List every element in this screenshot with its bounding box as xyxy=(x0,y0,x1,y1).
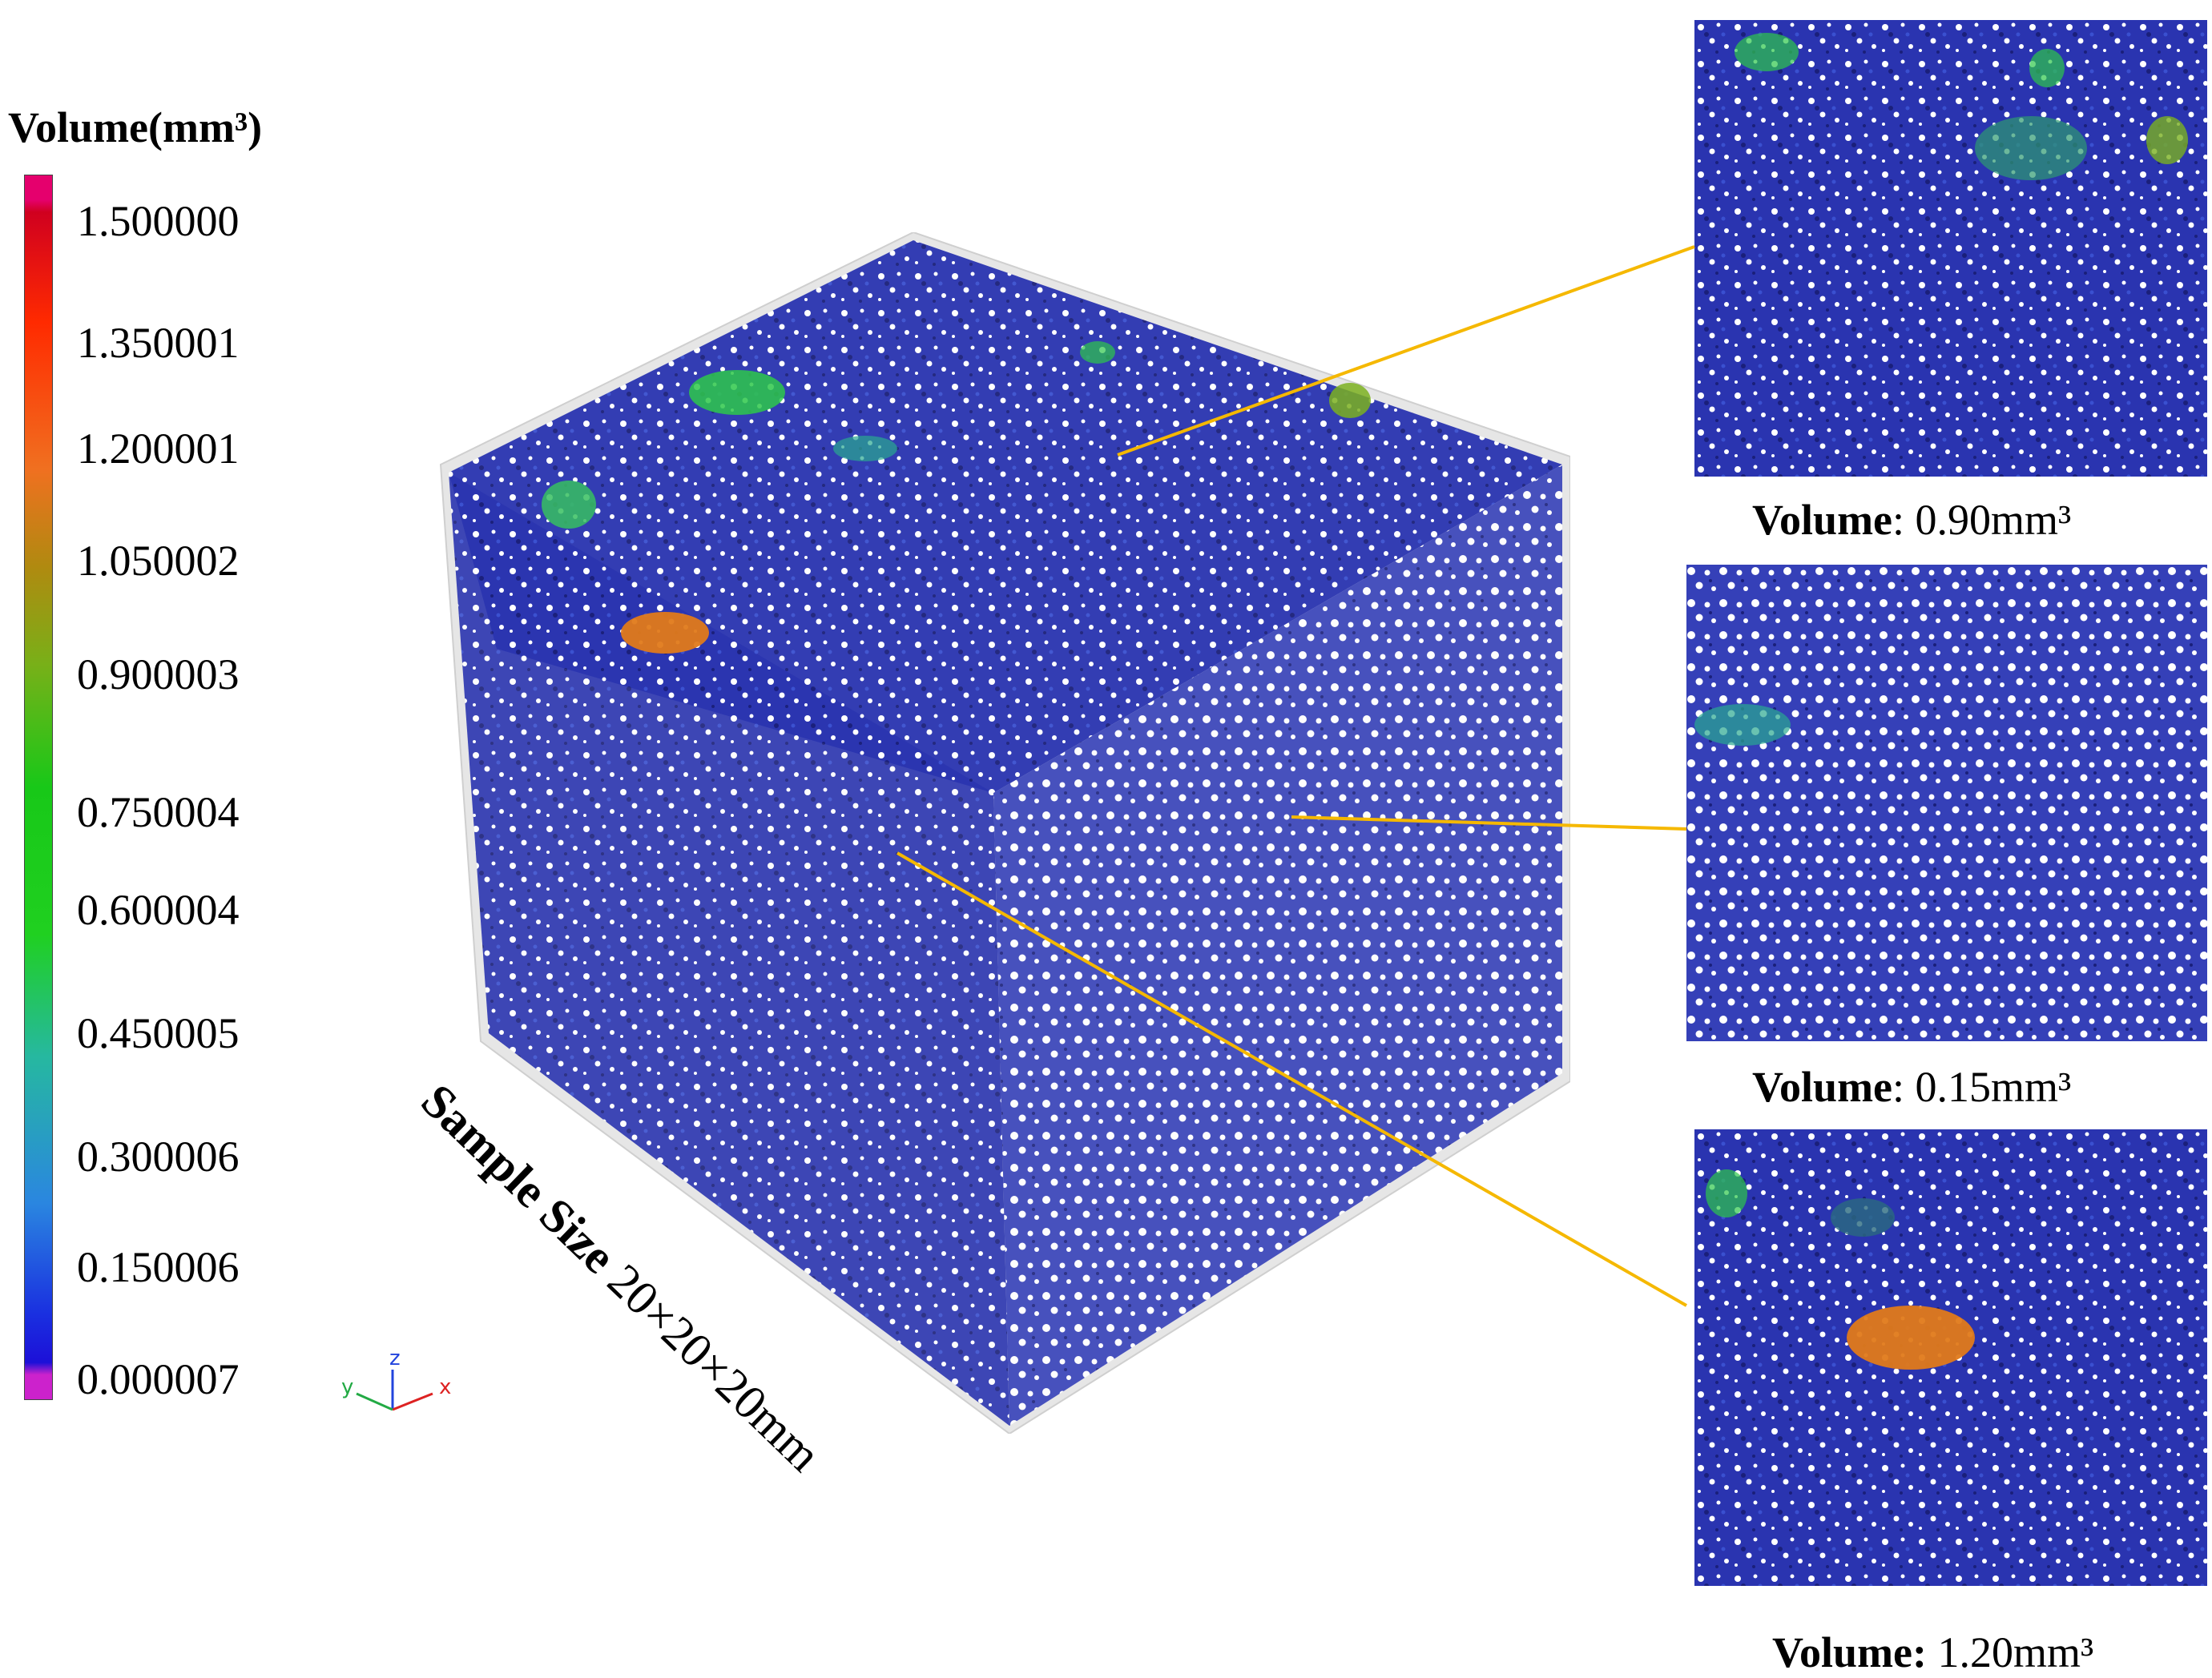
legend-tick: 1.200001 xyxy=(77,425,240,473)
zoom-panel-top xyxy=(1694,20,2207,477)
legend-tick: 0.450005 xyxy=(77,1009,240,1057)
caption-value: 0.90mm³ xyxy=(1915,496,2072,544)
legend-tick: 0.900003 xyxy=(77,650,240,698)
caption-panel-top: Volume: 0.90mm³ xyxy=(1752,495,2071,545)
legend-tick: 1.050002 xyxy=(77,537,240,585)
caption-panel-middle: Volume: 0.15mm³ xyxy=(1752,1062,2071,1112)
caption-value: 0.15mm³ xyxy=(1915,1063,2072,1111)
axis-y-label: y xyxy=(341,1375,353,1399)
colorbar xyxy=(24,175,53,1400)
legend-tick: 1.500000 xyxy=(77,197,240,245)
axis-x-label: x xyxy=(439,1375,451,1399)
zoom-panel-middle xyxy=(1686,565,2207,1041)
caption-sep: : xyxy=(1892,496,1905,544)
legend-tick: 0.300006 xyxy=(77,1133,240,1181)
legend-title: Volume(mm³) xyxy=(8,103,263,151)
caption-label: Volume: xyxy=(1772,1628,1928,1676)
legend-tick: 0.600004 xyxy=(77,886,240,934)
caption-panel-bottom: Volume: 1.20mm³ xyxy=(1772,1628,2093,1677)
caption-label: Volume xyxy=(1752,1063,1893,1111)
legend-tick: 0.150006 xyxy=(77,1243,240,1291)
caption-label: Volume xyxy=(1752,496,1893,544)
legend-tick: 0.000007 xyxy=(77,1355,240,1403)
legend-tick: 0.750004 xyxy=(77,788,240,836)
zoom-panel-bottom xyxy=(1694,1129,2207,1586)
axes-triad-icon: z x y xyxy=(341,1346,451,1411)
axis-z-label: z xyxy=(389,1346,401,1370)
caption-sep: : xyxy=(1892,1063,1905,1111)
caption-value: 1.20mm³ xyxy=(1937,1628,2094,1676)
legend-tick: 1.350001 xyxy=(77,319,240,367)
